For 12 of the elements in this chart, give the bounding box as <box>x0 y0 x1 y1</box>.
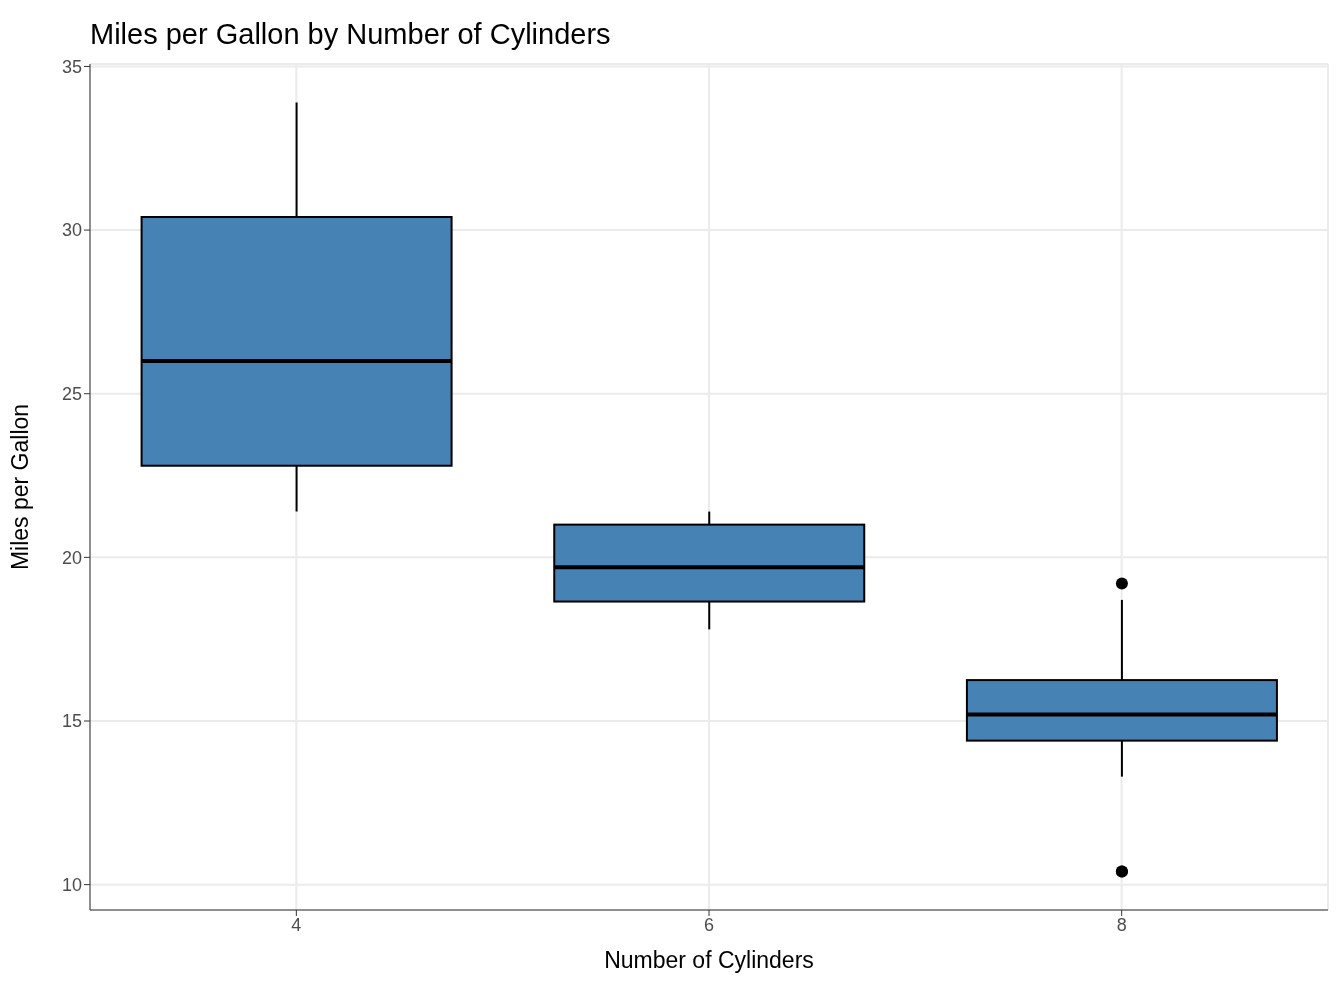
y-axis-title: Miles per Gallon <box>7 403 34 571</box>
x-axis-title: Number of Cylinders <box>604 947 814 973</box>
y-tick-label: 35 <box>61 56 82 77</box>
y-tick-label: 15 <box>61 711 82 732</box>
y-tick-label: 25 <box>61 384 82 405</box>
chart-title: Miles per Gallon by Number of Cylinders <box>90 18 611 51</box>
x-tick-label: 4 <box>291 914 302 935</box>
x-tick-label: 6 <box>703 914 715 935</box>
x-tick-label: 8 <box>1116 914 1127 935</box>
y-tick-label: 10 <box>61 875 82 896</box>
y-tick-label: 20 <box>61 547 82 568</box>
y-tick-label: 30 <box>61 220 82 241</box>
